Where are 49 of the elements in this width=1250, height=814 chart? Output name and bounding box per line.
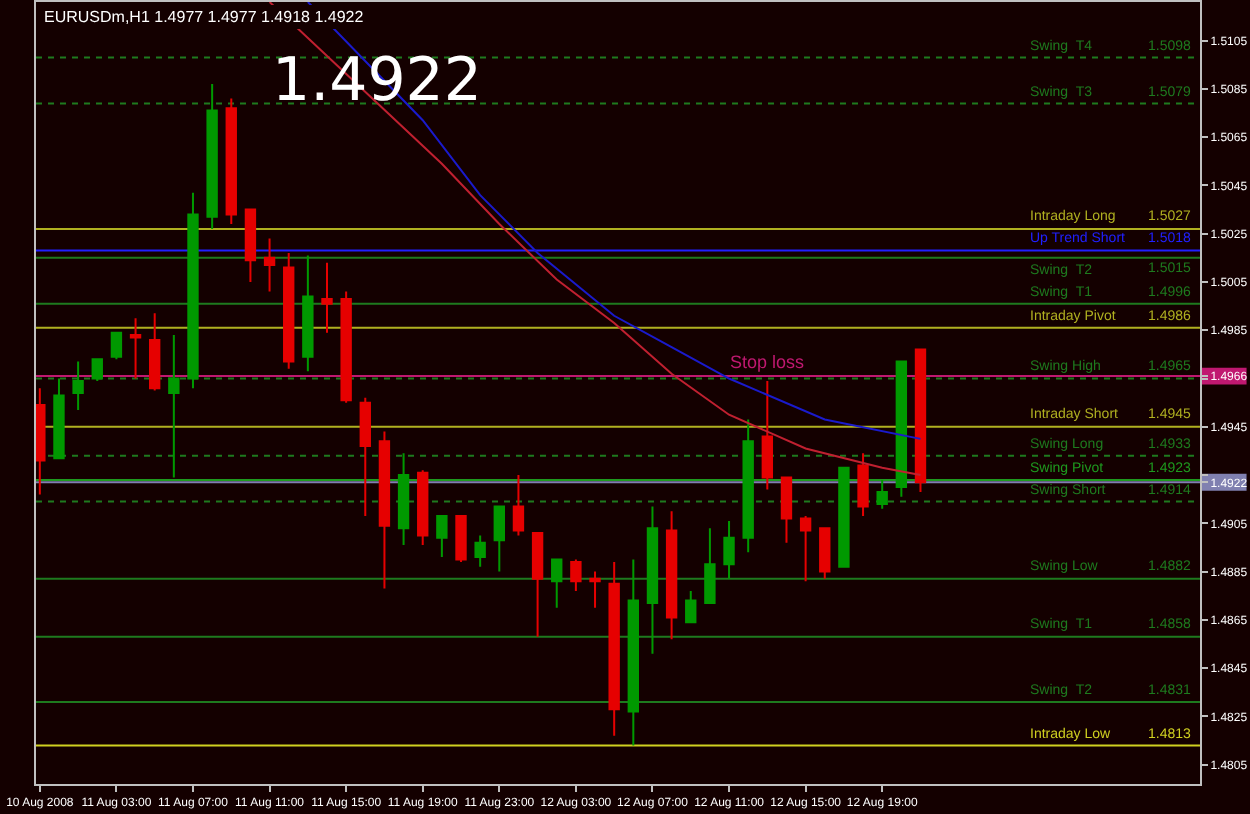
candlestick [838, 466, 850, 568]
candlestick [646, 505, 659, 655]
candlestick [187, 191, 199, 390]
candlestick [417, 469, 429, 547]
candlestick [263, 237, 276, 293]
candlestick [168, 334, 180, 479]
candlestick [206, 83, 218, 230]
candlestick [302, 254, 314, 373]
candlestick [857, 452, 869, 518]
candlestick [704, 527, 716, 604]
candlestick [129, 317, 142, 380]
candlestick [665, 510, 678, 641]
candlestick [895, 360, 908, 498]
candlestick [53, 377, 65, 460]
candlestick [876, 478, 888, 510]
candlestick [378, 430, 391, 590]
candlestick [110, 331, 123, 361]
candlestick [589, 570, 601, 609]
candlestick [436, 515, 448, 559]
candlestick [359, 396, 371, 518]
candlestick [761, 379, 774, 491]
candlestick [283, 252, 295, 370]
candlestick [608, 560, 620, 737]
candlestick [780, 476, 793, 544]
candlestick [914, 348, 927, 493]
candlestick [340, 290, 352, 404]
candlestick [244, 208, 257, 283]
candlestick [819, 527, 831, 580]
candlestick [799, 515, 812, 583]
candlestick [474, 534, 486, 568]
candlestick [149, 312, 161, 392]
candlestick [36, 387, 46, 496]
candlestick [723, 519, 735, 580]
candlestick [493, 505, 505, 573]
candlestick [512, 474, 525, 537]
candlestick [742, 418, 754, 554]
candlestick [91, 358, 103, 382]
candlestick [551, 558, 563, 609]
candlestick [685, 589, 697, 624]
candlestick [570, 558, 582, 592]
candlestick [225, 97, 237, 226]
candlestick [627, 558, 639, 747]
candlestick [455, 515, 467, 563]
candlestick [321, 261, 333, 334]
chart-title: EURUSDm,H1 1.4977 1.4977 1.4918 1.4922 [44, 8, 365, 26]
annotation: Stop loss [730, 352, 806, 372]
candlestick [397, 452, 410, 547]
candlestick [72, 360, 84, 411]
candlestick [531, 531, 544, 638]
